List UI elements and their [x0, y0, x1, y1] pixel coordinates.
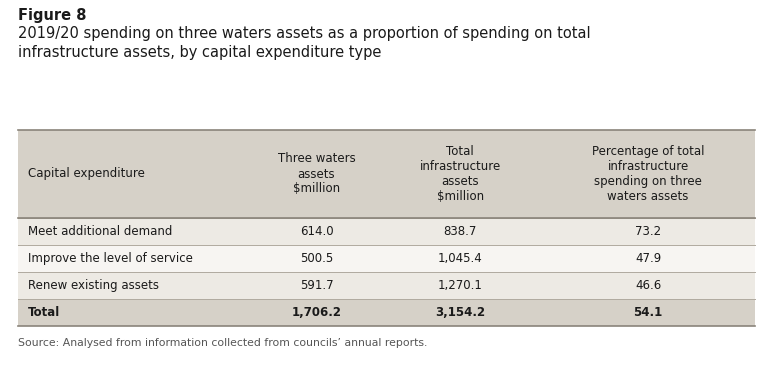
Text: 46.6: 46.6 [635, 279, 661, 292]
Text: 54.1: 54.1 [634, 306, 663, 319]
Text: 2019/20 spending on three waters assets as a proportion of spending on total
inf: 2019/20 spending on three waters assets … [18, 26, 591, 60]
Text: Three waters
assets
$million: Three waters assets $million [277, 152, 356, 195]
Text: Capital expenditure: Capital expenditure [28, 167, 145, 181]
Text: Total: Total [28, 306, 60, 319]
Text: 591.7: 591.7 [300, 279, 333, 292]
Text: Meet additional demand: Meet additional demand [28, 225, 172, 238]
Text: 500.5: 500.5 [300, 252, 333, 265]
Text: 73.2: 73.2 [635, 225, 661, 238]
Text: 1,270.1: 1,270.1 [438, 279, 482, 292]
Text: Total
infrastructure
assets
$million: Total infrastructure assets $million [419, 145, 501, 203]
Text: 614.0: 614.0 [300, 225, 333, 238]
Text: 3,154.2: 3,154.2 [435, 306, 485, 319]
Text: 1,706.2: 1,706.2 [292, 306, 342, 319]
Text: Percentage of total
infrastructure
spending on three
waters assets: Percentage of total infrastructure spend… [592, 145, 704, 203]
Bar [18, 218, 755, 245]
Bar [18, 272, 755, 299]
Text: Source: Analysed from information collected from councils’ annual reports.: Source: Analysed from information collec… [18, 338, 427, 348]
Bar [18, 299, 755, 326]
Text: 838.7: 838.7 [443, 225, 477, 238]
Text: 1,045.4: 1,045.4 [438, 252, 482, 265]
Text: Figure 8: Figure 8 [18, 8, 87, 23]
Text: Renew existing assets: Renew existing assets [28, 279, 159, 292]
Text: Improve the level of service: Improve the level of service [28, 252, 193, 265]
Bar [18, 245, 755, 272]
Text: 47.9: 47.9 [635, 252, 661, 265]
Bar [18, 130, 755, 218]
